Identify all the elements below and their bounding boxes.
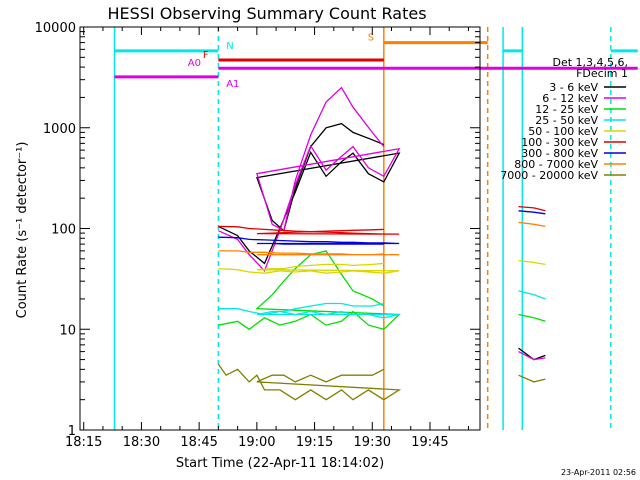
series-line	[218, 250, 401, 331]
series-line	[218, 250, 400, 256]
series-line	[217, 363, 402, 401]
series-line	[518, 221, 546, 228]
series-line	[518, 210, 546, 215]
legend-entry-label: 7000 - 20000 keV	[500, 169, 598, 182]
y-tick-label: 1000	[43, 122, 76, 137]
legend-entry-label: 12 - 25 keV	[535, 103, 598, 116]
legend-entry-label: 25 - 50 keV	[535, 114, 598, 127]
series-line	[218, 236, 400, 245]
x-tick-label: 18:45	[180, 435, 217, 450]
x-axis-label: Start Time (22-Apr-11 18:14:02)	[176, 456, 384, 471]
x-tick-label: 18:30	[123, 435, 160, 450]
legend-entry-label: 100 - 300 keV	[521, 136, 598, 149]
y-axis-label: Count Rate (s⁻¹ detector⁻¹)	[15, 142, 30, 319]
series-line	[218, 262, 400, 274]
legend-entry-label: 6 - 12 keV	[542, 92, 598, 105]
flag-label: A0	[188, 58, 201, 69]
flag-bars: N FA0 A1 S	[114, 33, 638, 90]
flag-label: F	[203, 50, 209, 61]
series-line	[518, 374, 546, 383]
series-line	[518, 290, 546, 300]
series-line	[518, 313, 546, 322]
x-tick-label: 19:45	[411, 435, 448, 450]
legend-entry-label: 3 - 6 keV	[549, 81, 598, 94]
axes: 18:15 18:30 18:45 19:00 19:15 19:30 19:45 1 10 10…	[35, 21, 481, 450]
legend-entry-label: 50 - 100 keV	[528, 125, 598, 138]
series-line	[518, 205, 546, 212]
x-tick-label: 19:30	[354, 435, 391, 450]
flag-label: S	[368, 33, 374, 44]
legend-entry-label: 300 - 800 keV	[521, 147, 598, 160]
x-tick-label: 19:00	[238, 435, 275, 450]
series-line	[518, 259, 546, 266]
vertical-markers	[113, 27, 612, 430]
y-tick-label: 1	[68, 424, 76, 439]
x-tick-label: 18:15	[65, 435, 102, 450]
legend-entry-label: 800 - 7000 keV	[514, 158, 598, 171]
chart-title: HESSI Observing Summary Count Rates	[107, 4, 426, 23]
legend-header-line-1: Det 1,3,4,5,6,	[552, 56, 628, 69]
y-tick-label: 100	[51, 223, 76, 238]
series-line	[218, 225, 400, 235]
data-series	[217, 86, 546, 401]
series-line	[218, 302, 400, 319]
generated-timestamp: 23-Apr-2011 02:56	[561, 468, 636, 477]
y-tick-label: 10	[59, 323, 76, 338]
x-tick-label: 19:15	[296, 435, 333, 450]
flag-label: N	[226, 41, 233, 52]
y-tick-label: 10000	[35, 21, 76, 36]
legend-header-line-2: FDecim 1	[576, 67, 628, 80]
flag-label: A1	[226, 79, 239, 90]
series-line	[518, 351, 546, 361]
